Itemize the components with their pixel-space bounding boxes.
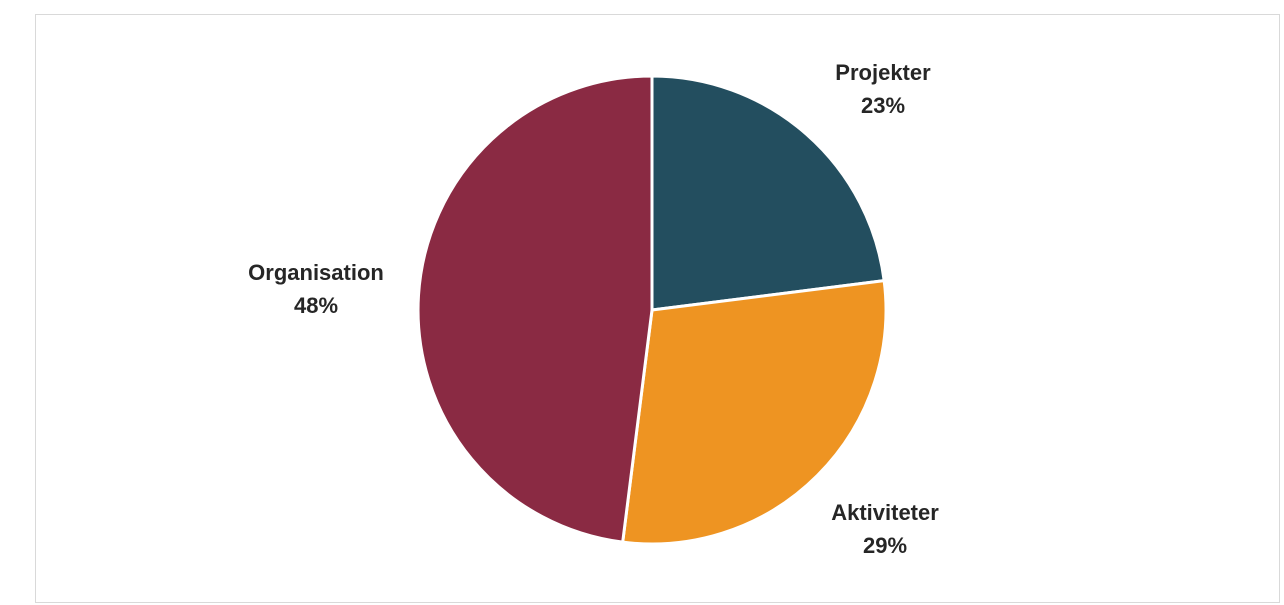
pie-slice-projekter bbox=[650, 74, 886, 312]
pie-slices bbox=[416, 74, 888, 546]
pie-slice-organisation bbox=[416, 74, 654, 544]
slice-percent-label: 48% bbox=[294, 293, 338, 318]
slice-category-label: Projekter bbox=[835, 60, 931, 85]
slice-label-aktiviteter: Aktiviteter 29% bbox=[831, 500, 939, 558]
pie-labels: Projekter 23% Aktiviteter 29% Organisation 48… bbox=[248, 60, 939, 558]
pie-slice-aktiviteter bbox=[621, 279, 888, 546]
slice-category-label: Organisation bbox=[248, 260, 384, 285]
slice-label-projekter: Projekter 23% bbox=[835, 60, 931, 118]
slice-percent-label: 23% bbox=[861, 93, 905, 118]
slice-percent-label: 29% bbox=[863, 533, 907, 558]
slice-category-label: Aktiviteter bbox=[831, 500, 939, 525]
slice-label-organisation: Organisation 48% bbox=[248, 260, 384, 318]
